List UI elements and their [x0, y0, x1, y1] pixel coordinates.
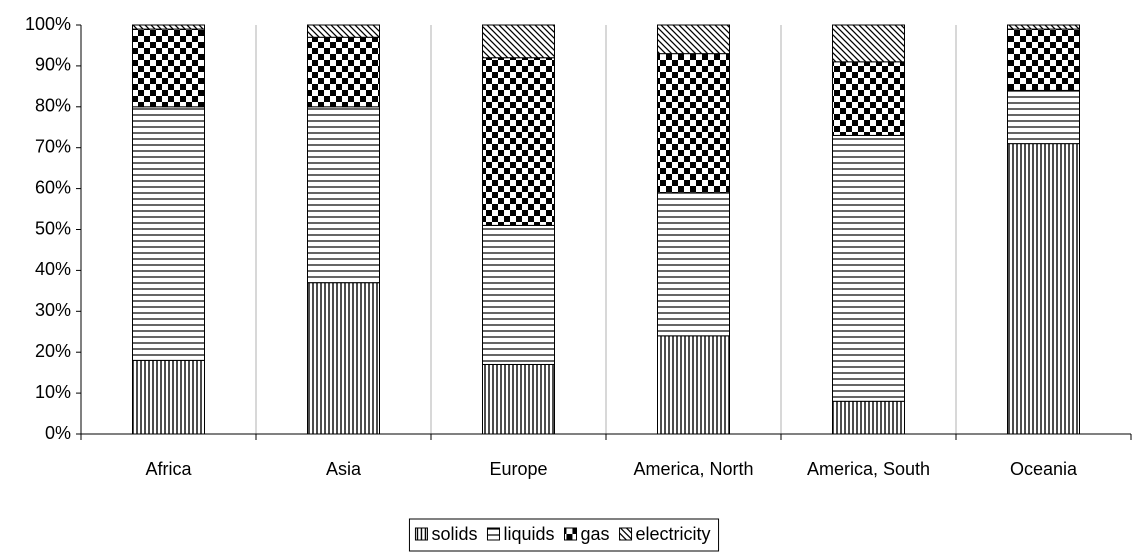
- y-tick-label: 20%: [35, 341, 71, 361]
- bar-segment: [657, 192, 730, 337]
- x-tick-label: America, South: [807, 459, 930, 479]
- bar-segment: [832, 134, 905, 402]
- legend: solids liquids gas electricity: [408, 518, 720, 552]
- x-tick-label: Europe: [489, 459, 547, 479]
- legend-swatch: [486, 527, 500, 541]
- bar-segment: [307, 282, 380, 435]
- bar-segment: [307, 24, 380, 38]
- y-tick-label: 40%: [35, 259, 71, 279]
- legend-label: solids: [431, 524, 477, 544]
- bar-segment: [482, 363, 555, 435]
- bar-segment: [307, 106, 380, 284]
- y-tick-label: 100%: [25, 14, 71, 34]
- bar-segment: [1007, 24, 1080, 30]
- bar-segment: [132, 359, 205, 435]
- y-tick-label: 60%: [35, 177, 71, 197]
- legend-label: liquids: [503, 524, 554, 544]
- bar-segment: [657, 335, 730, 435]
- bar-segment: [832, 24, 905, 63]
- bar-segment: [657, 24, 730, 55]
- y-tick-label: 30%: [35, 300, 71, 320]
- bar-segment: [132, 106, 205, 361]
- x-tick-label: Oceania: [1010, 459, 1078, 479]
- y-tick-label: 70%: [35, 136, 71, 156]
- y-tick-label: 10%: [35, 382, 71, 402]
- bar-segment: [132, 28, 205, 108]
- bar-segment: [1007, 89, 1080, 145]
- bar-segment: [657, 53, 730, 194]
- legend-box: [408, 518, 720, 552]
- bar-segment: [832, 400, 905, 435]
- legend-label: gas: [581, 524, 610, 544]
- legend-label: electricity: [636, 524, 711, 544]
- legend-swatch: [619, 527, 633, 541]
- x-tick-label: America, North: [633, 459, 753, 479]
- bar-segment: [482, 57, 555, 226]
- y-tick-label: 0%: [45, 423, 71, 443]
- bar-segment: [832, 61, 905, 136]
- bar-segment: [307, 36, 380, 108]
- y-tick-label: 80%: [35, 96, 71, 116]
- bar-segment: [482, 24, 555, 59]
- x-tick-label: Asia: [326, 459, 362, 479]
- bar-segment: [132, 24, 205, 30]
- legend-swatch: [564, 527, 578, 541]
- x-tick-label: Africa: [145, 459, 192, 479]
- y-tick-label: 50%: [35, 218, 71, 238]
- bar-segment: [1007, 143, 1080, 435]
- y-tick-label: 90%: [35, 55, 71, 75]
- legend-swatch: [414, 527, 428, 541]
- bar-segment: [1007, 28, 1080, 91]
- bar-segment: [482, 224, 555, 365]
